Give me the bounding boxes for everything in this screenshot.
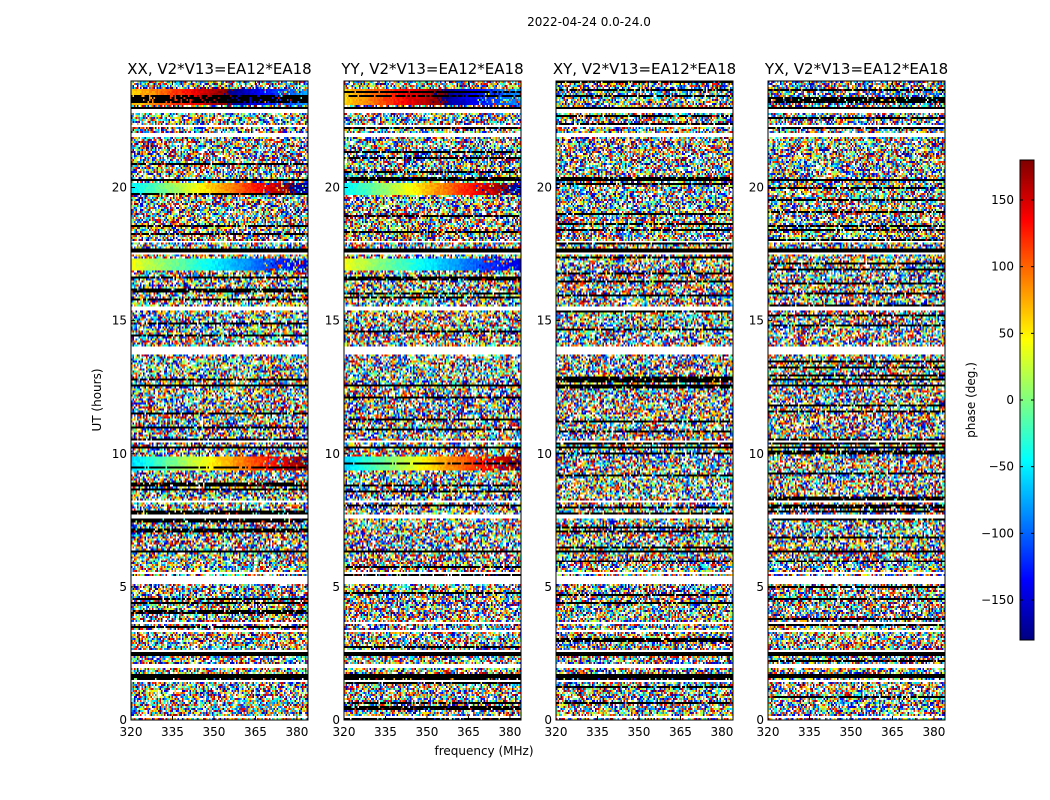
x-tick-label: 320 [757, 725, 780, 739]
y-tick-label: 0 [119, 713, 127, 727]
y-tick-label: 20 [325, 181, 340, 195]
x-tick-label: 335 [374, 725, 397, 739]
x-tick-label: 365 [244, 725, 267, 739]
phase-image-xy [556, 81, 733, 720]
x-tick-label: 380 [710, 725, 733, 739]
y-tick-label: 20 [537, 181, 552, 195]
panel-xy: XY, V2*V13=EA12*EA18 320 335 350 365 380 0 5 10 1… [537, 60, 736, 739]
x-tick-label: 350 [203, 725, 226, 739]
y-tick-label: 10 [325, 447, 340, 461]
x-tick-label: 320 [333, 725, 356, 739]
colorbar-tick-label: 0 [1006, 393, 1014, 407]
panel-title-yy: YY, V2*V13=EA12*EA18 [340, 60, 523, 78]
x-tick-label: 350 [628, 725, 651, 739]
phase-image-yx [768, 81, 945, 720]
y-tick-label: 5 [119, 580, 127, 594]
y-tick-label: 15 [749, 314, 764, 328]
colorbar-tick-label: 100 [991, 260, 1014, 274]
x-tick-label: 350 [416, 725, 439, 739]
panel-frame-xy [555, 80, 734, 721]
y-tick-label: 15 [112, 314, 127, 328]
y-tick-label: 20 [749, 181, 764, 195]
y-tick-label: 5 [756, 580, 764, 594]
y-tick-label: 5 [332, 580, 340, 594]
x-tick-label: 380 [922, 725, 945, 739]
figure-suptitle: 2022-04-24 0.0-24.0 [527, 15, 651, 29]
colorbar-tick-label: 50 [999, 326, 1014, 340]
colorbar-tick-label: −100 [981, 526, 1014, 540]
panel-title-xx: XX, V2*V13=EA12*EA18 [127, 60, 311, 78]
x-tick-label: 350 [840, 725, 863, 739]
y-tick-label: 0 [756, 713, 764, 727]
panel-frame-xx [130, 80, 309, 721]
panels: XX, V2*V13=EA12*EA18 320 335 350 365 380 0 5 10 1… [112, 60, 948, 739]
y-tick-label: 20 [112, 181, 127, 195]
y-tick-label: 15 [537, 314, 552, 328]
colorbar: 150 100 50 0 −50 −100 −150 [981, 159, 1035, 641]
x-tick-label: 320 [120, 725, 143, 739]
x-tick-label: 335 [798, 725, 821, 739]
y-tick-label: 10 [749, 447, 764, 461]
y-tick-label: 0 [332, 713, 340, 727]
y-tick-label: 10 [537, 447, 552, 461]
x-tick-label: 365 [669, 725, 692, 739]
x-tick-label: 365 [457, 725, 480, 739]
y-tick-label: 15 [325, 314, 340, 328]
x-tick-label: 335 [586, 725, 609, 739]
colorbar-tick-label: −150 [981, 593, 1014, 607]
x-tick-label: 380 [285, 725, 308, 739]
panel-yy: YY, V2*V13=EA12*EA18 320 335 350 365 380 0 5 10 1… [325, 60, 524, 739]
x-tick-label: 380 [498, 725, 521, 739]
phase-image-xx [131, 81, 308, 720]
colorbar-tick-label: 150 [991, 193, 1014, 207]
panel-title-yx: YX, V2*V13=EA12*EA18 [764, 60, 948, 78]
y-tick-label: 0 [544, 713, 552, 727]
x-axis-label: frequency (MHz) [434, 744, 533, 758]
y-axis-label: UT (hours) [90, 368, 104, 431]
x-tick-label: 320 [545, 725, 568, 739]
panel-yx: YX, V2*V13=EA12*EA18 320 335 350 365 380 0 5 10 1… [749, 60, 948, 739]
colorbar-tick-label: −50 [989, 460, 1014, 474]
phase-image-yy [344, 81, 521, 720]
y-tick-label: 10 [112, 447, 127, 461]
colorbar-label: phase (deg.) [964, 362, 978, 438]
panel-frame-yx [767, 80, 946, 721]
panel-xx: XX, V2*V13=EA12*EA18 320 335 350 365 380 0 5 10 1… [112, 60, 312, 739]
panel-frame-yy [343, 80, 522, 721]
x-tick-label: 335 [161, 725, 184, 739]
panel-title-xy: XY, V2*V13=EA12*EA18 [553, 60, 736, 78]
x-tick-label: 365 [881, 725, 904, 739]
y-tick-label: 5 [544, 580, 552, 594]
